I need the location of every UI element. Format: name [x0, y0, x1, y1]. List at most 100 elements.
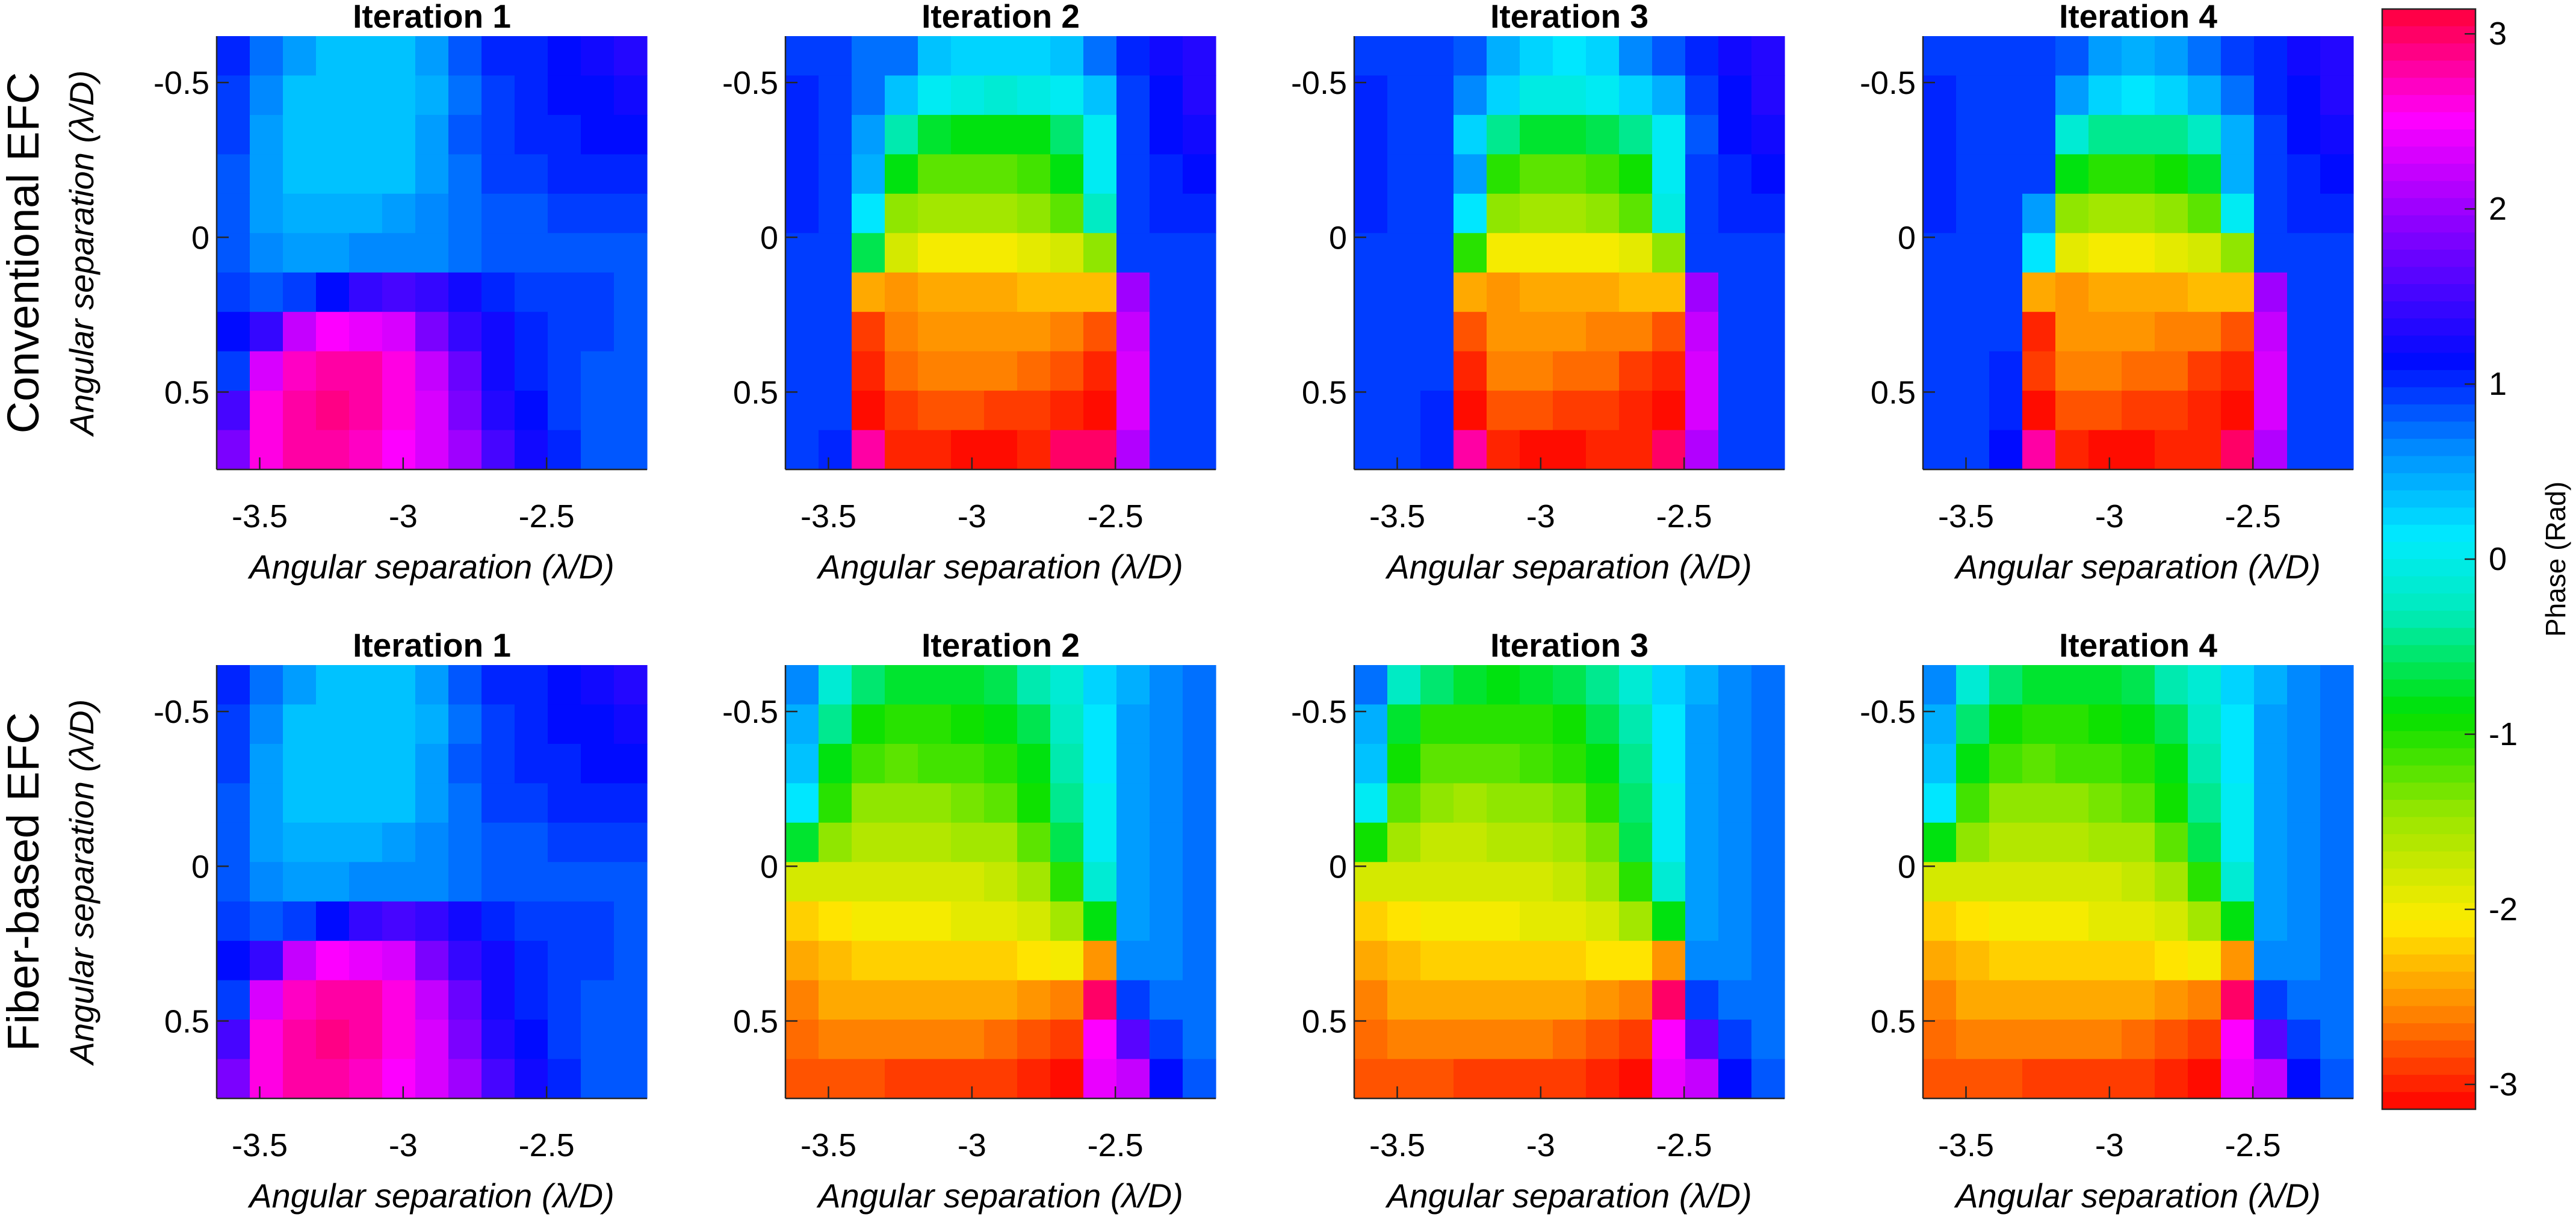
heatmap-cell [481, 391, 515, 431]
heatmap-cell [481, 312, 515, 352]
heatmap-cell [2320, 391, 2354, 431]
heatmap-cell [581, 1020, 615, 1060]
x-axis-label: Angular separation (λ/D) [816, 1177, 1183, 1215]
heatmap-cell [349, 665, 383, 705]
heatmap-cell [250, 114, 283, 155]
heatmap-cell [984, 822, 1018, 862]
heatmap-cell [2155, 272, 2188, 312]
heatmap-cell [1553, 941, 1587, 981]
y-tick-label: 0 [191, 220, 209, 256]
colorbar-swatch [2382, 920, 2475, 938]
heatmap-cell [581, 941, 615, 981]
colorbar-swatch [2382, 903, 2475, 921]
heatmap-cell [885, 743, 918, 784]
heatmap-cell [1354, 75, 1388, 116]
heatmap-cell [382, 233, 416, 273]
heatmap-cell [581, 430, 615, 470]
heatmap-cell [2287, 351, 2321, 391]
heatmap-cell [1487, 783, 1520, 823]
heatmap-cell [415, 941, 449, 981]
heatmap-cell [614, 233, 648, 273]
heatmap-cell [217, 75, 250, 116]
heatmap-cell [1652, 114, 1686, 155]
heatmap-cell [2155, 1020, 2188, 1060]
row-conventional-efc: Conventional EFC Angular separation (λ/D)… [0, 0, 2354, 586]
heatmap-cell [1183, 704, 1216, 745]
heatmap-cell [1685, 114, 1719, 155]
heatmap-cell [1685, 193, 1719, 234]
heatmap-cell [1050, 193, 1084, 234]
heatmap-cell [2287, 862, 2321, 902]
heatmap-cell [1619, 193, 1653, 234]
heatmap-cell [2055, 154, 2089, 194]
heatmap-cell [515, 704, 548, 745]
heatmap-cell [1553, 901, 1587, 941]
heatmap-cell [1520, 430, 1553, 470]
heatmap-cell [316, 980, 350, 1020]
heatmap-cell [1586, 743, 1620, 784]
heatmap-cell [1387, 272, 1421, 312]
heatmap-cell [1050, 351, 1084, 391]
heatmap-cell [1652, 941, 1686, 981]
heatmap-cell [283, 391, 317, 431]
heatmap-cell [1420, 980, 1454, 1020]
heatmap-cell [2221, 980, 2255, 1020]
heatmap-cell [1553, 980, 1587, 1020]
heatmap-cell [819, 941, 852, 981]
heatmap-cell [382, 312, 416, 352]
heatmap-cell [316, 193, 350, 234]
heatmap-cell [852, 36, 885, 76]
heatmap-cell [2254, 312, 2288, 352]
heatmap-cell [1183, 75, 1216, 116]
heatmap-cell [1652, 233, 1686, 273]
heatmap-cell [1150, 75, 1183, 116]
heatmap-cell [2088, 391, 2122, 431]
heatmap-cell [2287, 154, 2321, 194]
heatmap-cell [1050, 980, 1084, 1020]
heatmap-cell [1520, 704, 1553, 745]
heatmap-cell [885, 114, 918, 155]
heatmap-cell [1751, 665, 1785, 705]
heatmap-cell [548, 272, 581, 312]
heatmap-cell [1652, 154, 1686, 194]
heatmap-cell [1050, 233, 1084, 273]
heatmap-cell [1553, 822, 1587, 862]
heatmap-cell [2221, 783, 2255, 823]
heatmap-cell [2254, 1020, 2288, 1060]
x-axis-label: Angular separation (λ/D) [1954, 1177, 2321, 1215]
heatmap-cell [1553, 743, 1587, 784]
heatmap-cell [2221, 154, 2255, 194]
heatmap-cell [1956, 862, 1990, 902]
heatmap-cell [1586, 154, 1620, 194]
heatmap-cell [1751, 114, 1785, 155]
colorbar-swatch [2382, 353, 2475, 371]
heatmap-cell [1116, 36, 1150, 76]
heatmap-cell [1718, 430, 1752, 470]
heatmap-cell [1454, 154, 1487, 194]
heatmap-cell [984, 351, 1018, 391]
heatmap-cell [2122, 193, 2155, 234]
y-tick-label: -0.5 [1291, 694, 1347, 730]
heatmap-cell [1454, 941, 1487, 981]
heatmap-cell [1487, 822, 1520, 862]
x-tick-label: -2.5 [2225, 498, 2281, 534]
heatmap-cell [349, 193, 383, 234]
x-tick-label: -3 [2095, 498, 2124, 534]
heatmap-cell [614, 36, 648, 76]
heatmap-cell [2022, 1020, 2056, 1060]
heatmap-cell [415, 665, 449, 705]
heatmap-cell [1652, 665, 1686, 705]
heatmap-cell [819, 36, 852, 76]
heatmap-cell [1150, 272, 1183, 312]
heatmap-cell [1520, 901, 1553, 941]
heatmap-cell [2088, 351, 2122, 391]
heatmap-cell [1652, 783, 1686, 823]
heatmap-cell [1989, 272, 2023, 312]
heatmap-cell [1751, 233, 1785, 273]
heatmap-cell [481, 154, 515, 194]
heatmap-cell [515, 901, 548, 941]
colorbar-swatch [2382, 971, 2475, 989]
heatmap-cell [2088, 743, 2122, 784]
heatmap-cell [984, 430, 1018, 470]
heatmap-cell [1116, 233, 1150, 273]
